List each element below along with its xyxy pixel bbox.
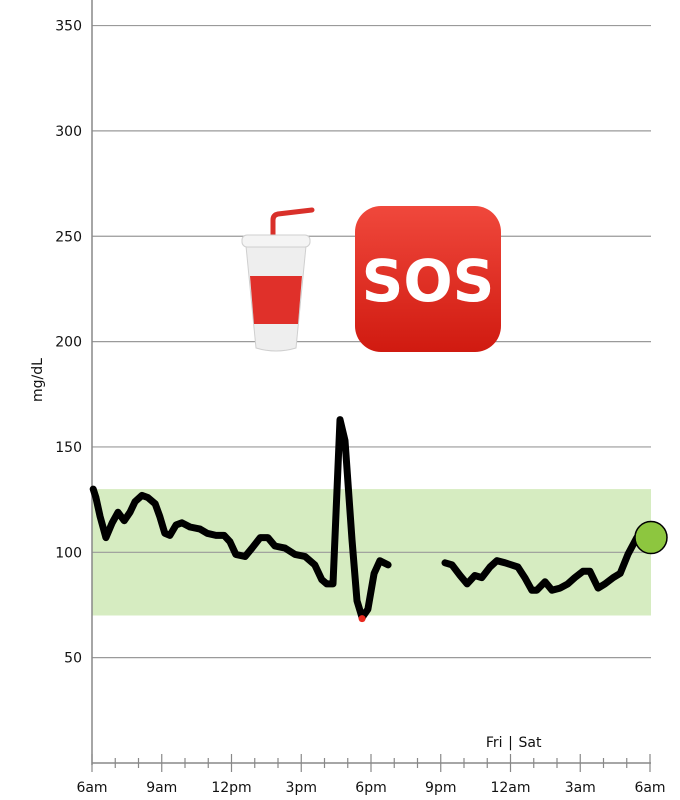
y-tick-label: 100 bbox=[55, 545, 82, 561]
y-axis-label: mg/dL bbox=[30, 358, 46, 402]
y-tick-label: 150 bbox=[55, 440, 82, 456]
current-reading-marker bbox=[634, 520, 668, 555]
y-axis-ticks: 50 100 150 200 250 300 350 bbox=[55, 19, 82, 667]
cup-with-straw-icon bbox=[241, 207, 315, 352]
day-label-fri: Fri bbox=[486, 735, 503, 751]
y-tick-label: 200 bbox=[55, 335, 82, 351]
y-tick-label: 350 bbox=[55, 19, 82, 35]
markers bbox=[358, 520, 668, 623]
low-point-marker bbox=[358, 615, 366, 623]
day-label-sat: Sat bbox=[519, 735, 542, 751]
sos-icon: SOS bbox=[355, 206, 501, 352]
x-tick-label: 3am bbox=[565, 780, 596, 796]
glucose-trace bbox=[89, 416, 654, 622]
x-tick-label: 6am bbox=[634, 780, 665, 796]
day-separator: | bbox=[508, 735, 513, 751]
x-tick-label: 9am bbox=[146, 780, 177, 796]
day-divider: Fri | Sat bbox=[486, 735, 542, 751]
x-tick-label: 3pm bbox=[286, 780, 317, 796]
x-tick-label: 6pm bbox=[355, 780, 386, 796]
glucose-line-segment bbox=[89, 416, 392, 622]
y-tick-label: 250 bbox=[55, 229, 82, 245]
y-tick-label: 300 bbox=[55, 124, 82, 140]
gridlines bbox=[92, 24, 651, 659]
glucose-line-segment bbox=[441, 534, 654, 594]
x-axis-ticks: 6am 9am 12pm 3pm 6pm 9pm 12am 3am 6am bbox=[76, 754, 666, 796]
x-tick-label: 6am bbox=[76, 780, 107, 796]
x-tick-label: 12am bbox=[490, 780, 530, 796]
y-tick-label: 50 bbox=[64, 651, 82, 667]
x-tick-label: 12pm bbox=[211, 780, 251, 796]
x-tick-label: 9pm bbox=[425, 780, 456, 796]
sos-text: SOS bbox=[362, 247, 495, 315]
